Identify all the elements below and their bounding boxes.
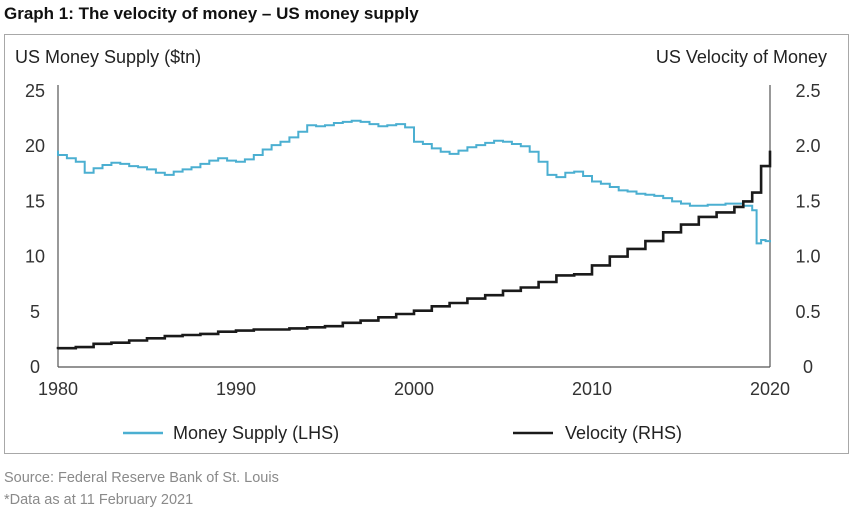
chart-container: US Money Supply ($tn) US Velocity of Mon… bbox=[4, 34, 849, 454]
axis-lines bbox=[57, 85, 771, 368]
y-right-tick-label: 1.0 bbox=[795, 247, 820, 267]
x-tick-label: 2000 bbox=[394, 379, 434, 399]
y-right-tick-labels: 0 0.5 1.0 1.5 2.0 2.5 bbox=[795, 81, 820, 377]
y-left-tick-label: 0 bbox=[30, 357, 40, 377]
legend-label: Money Supply (LHS) bbox=[173, 423, 339, 443]
money-supply-line bbox=[57, 119, 771, 245]
y-left-tick-label: 25 bbox=[25, 81, 45, 101]
right-axis-title: US Velocity of Money bbox=[656, 47, 827, 67]
legend: Money Supply (LHS) Velocity (RHS) bbox=[123, 423, 682, 443]
data-note: *Data as at 11 February 2021 bbox=[4, 492, 194, 508]
figure-title: Graph 1: The velocity of money – US mone… bbox=[4, 4, 419, 23]
x-tick-label: 1980 bbox=[38, 379, 78, 399]
y-left-tick-label: 15 bbox=[25, 191, 45, 211]
legend-label: Velocity (RHS) bbox=[565, 423, 682, 443]
x-tick-label: 1990 bbox=[216, 379, 256, 399]
x-tick-label: 2020 bbox=[750, 379, 790, 399]
left-axis-title: US Money Supply ($tn) bbox=[15, 47, 201, 67]
y-right-tick-label: 2.5 bbox=[795, 81, 820, 101]
y-right-tick-label: 1.5 bbox=[795, 191, 820, 211]
y-right-tick-label: 0 bbox=[803, 357, 813, 377]
x-tick-labels: 1980 1990 2000 2010 2020 bbox=[38, 379, 790, 399]
y-left-tick-label: 10 bbox=[25, 247, 45, 267]
source-note: Source: Federal Reserve Bank of St. Loui… bbox=[4, 470, 279, 486]
x-tick-label: 2010 bbox=[572, 379, 612, 399]
y-left-tick-labels: 0 5 10 15 20 25 bbox=[25, 81, 45, 377]
y-left-tick-label: 20 bbox=[25, 136, 45, 156]
velocity-line bbox=[56, 150, 772, 350]
y-left-tick-label: 5 bbox=[30, 302, 40, 322]
y-right-tick-label: 0.5 bbox=[795, 302, 820, 322]
series-lines bbox=[56, 119, 772, 350]
y-right-tick-label: 2.0 bbox=[795, 136, 820, 156]
chart-svg: US Money Supply ($tn) US Velocity of Mon… bbox=[15, 47, 827, 443]
